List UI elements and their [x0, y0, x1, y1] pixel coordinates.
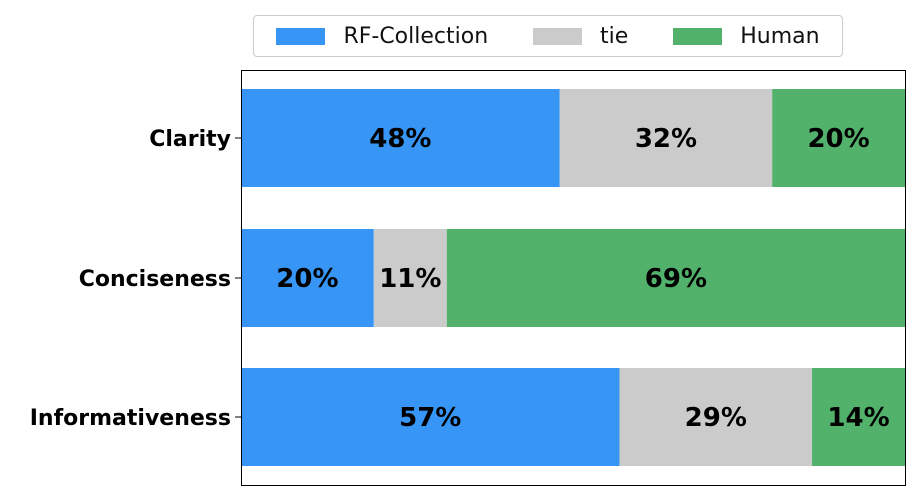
y-tick-label-clarity: Clarity — [149, 127, 231, 152]
data-label-conciseness-rf-collection: 20% — [276, 264, 338, 294]
plot-frame — [241, 70, 906, 486]
bar-conciseness-rf-collection — [241, 229, 374, 327]
legend-swatch — [533, 27, 583, 45]
bar-informativeness-rf-collection — [241, 368, 620, 466]
bar-conciseness-human — [446, 229, 905, 327]
y-tick-label-conciseness: Conciseness — [79, 267, 231, 292]
data-label-informativeness-rf-collection: 57% — [399, 403, 461, 433]
bar-conciseness-tie — [373, 229, 447, 327]
y-tick-label-informativeness: Informativeness — [30, 406, 231, 431]
legend-item-tie: tie — [533, 24, 628, 49]
bar-informativeness-tie — [619, 368, 813, 466]
legend-label: tie — [600, 23, 629, 49]
data-label-conciseness-tie: 11% — [379, 264, 441, 294]
bar-clarity-rf-collection — [241, 89, 560, 187]
legend-label: Human — [740, 23, 820, 49]
data-label-clarity-rf-collection: 48% — [369, 124, 431, 154]
legend-item-human: Human — [673, 23, 820, 49]
bar-informativeness-human — [812, 368, 905, 466]
legend-swatch — [276, 27, 326, 45]
data-label-informativeness-human: 14% — [827, 403, 889, 433]
data-label-informativeness-tie: 29% — [685, 403, 747, 433]
chart-legend: RF-Collection tie Human — [253, 15, 843, 57]
data-label-clarity-human: 20% — [807, 124, 869, 154]
data-label-clarity-tie: 32% — [635, 124, 697, 154]
legend-item-rf-collection: RF-Collection — [276, 24, 488, 49]
bar-clarity-tie — [559, 89, 773, 187]
legend-label: RF-Collection — [343, 23, 489, 49]
data-label-conciseness-human: 69% — [645, 264, 707, 294]
bar-clarity-human — [772, 89, 905, 187]
legend-swatch — [673, 27, 723, 45]
